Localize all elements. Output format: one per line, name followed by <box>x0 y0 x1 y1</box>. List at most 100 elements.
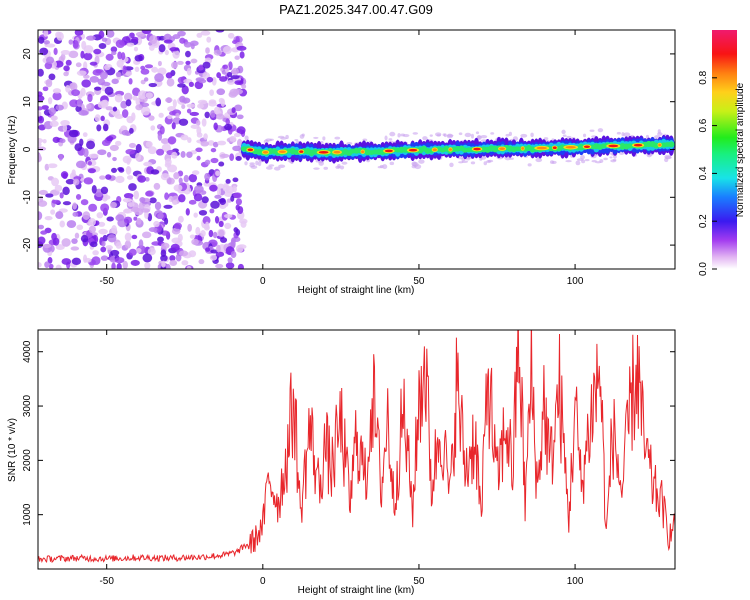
spectrogram-noise-blob <box>196 32 203 38</box>
spectrogram-scatter-blob <box>480 135 488 139</box>
spectrogram-noise-blob <box>106 135 114 142</box>
spectrogram-noise-blob <box>187 137 192 143</box>
spectrogram-peak-blob <box>658 143 662 147</box>
spectrogram-noise-blob <box>225 118 230 126</box>
spectrogram-noise-blob <box>231 67 239 76</box>
spectrogram-noise-blob <box>55 211 64 220</box>
spectrogram-noise-blob <box>143 161 153 167</box>
spectrogram-noise-blob <box>117 51 122 60</box>
spectrogram-noise-blob <box>200 230 206 238</box>
spectrogram-noise-blob <box>209 184 218 192</box>
spectrogram-noise-blob <box>55 264 62 269</box>
spectrogram-noise-blob <box>86 140 96 150</box>
snr-y-ticks: 1000 2000 3000 4000 <box>22 340 675 526</box>
spectrogram-noise-blob <box>71 257 82 266</box>
spectrogram-scatter-blob <box>535 157 543 163</box>
spectrogram-noise-blob <box>63 65 70 72</box>
spectrogram-noise-blob <box>145 141 153 148</box>
spectrogram-noise-blob <box>182 97 191 104</box>
spectrogram-scatter-blob <box>412 132 419 135</box>
spectrogram-noise-blob <box>109 201 117 209</box>
spectrogram-noise-blob <box>38 111 42 117</box>
spectrogram-noise-blob <box>186 151 193 158</box>
spectrogram-noise-blob <box>208 229 214 238</box>
spectrogram-noise-blob <box>230 74 240 80</box>
spectrogram-noise-blob <box>230 239 236 248</box>
spectrogram-noise-blob <box>70 246 80 251</box>
spectrogram-scatter-blob <box>530 132 534 138</box>
spectrogram-noise-blob <box>62 124 68 133</box>
spectrogram-noise-blob <box>237 263 244 269</box>
spectrogram-noise-blob <box>111 78 119 85</box>
spectrogram-noise-blob <box>215 30 225 33</box>
spectrogram-noise-blob <box>97 149 107 156</box>
spectrogram-noise-blob <box>224 123 233 131</box>
spectrogram-noise-blob <box>137 175 146 183</box>
spectrogram-noise-blob <box>234 104 243 112</box>
spectrogram-noise-blob <box>157 236 164 243</box>
spectrogram-noise-blob <box>233 192 242 199</box>
spectrogram-noise-blob <box>137 90 148 100</box>
spectrogram-noise-blob <box>111 225 117 234</box>
spectrogram-noise-blob <box>161 260 166 268</box>
spectrogram-noise-blob <box>47 256 53 264</box>
spectrogram-scatter-blob <box>389 161 395 166</box>
spectrogram-noise-blob <box>80 87 86 97</box>
spectrogram-noise-blob <box>105 30 115 38</box>
spectrogram-scatter-blob <box>268 164 275 167</box>
spectrogram-scatter-blob <box>584 159 590 162</box>
spectrogram-noise-blob <box>140 68 150 75</box>
spectrogram-noise-blob <box>104 86 114 95</box>
spectrogram-noise-blob <box>189 234 196 239</box>
spectrogram-scatter-blob <box>599 159 604 163</box>
spectrogram-noise-blob <box>96 212 104 219</box>
spectrogram-noise-blob <box>134 54 143 62</box>
colorbar-gradient <box>712 30 737 269</box>
spectrogram-noise-blob <box>160 173 170 181</box>
spectrogram-noise-blob <box>76 224 84 231</box>
spectrogram-noise-blob <box>165 263 171 269</box>
spectrogram-noise-blob <box>164 217 169 225</box>
spectrogram-noise-blob <box>150 169 160 175</box>
spectrogram-noise-blob <box>98 43 107 50</box>
spectrogram-scatter-blob <box>446 134 454 138</box>
spectrogram-noise-blob <box>59 138 66 144</box>
spectrogram-noise-blob <box>38 236 46 245</box>
spectrogram-noise-blob <box>114 113 124 119</box>
spectrogram-noise-blob <box>87 168 96 174</box>
spectrogram-noise-blob <box>215 263 224 269</box>
spectrogram-noise-blob <box>134 66 140 73</box>
spectrogram-peak-blob <box>318 151 329 154</box>
spectrogram-noise-blob <box>105 174 112 180</box>
spectrogram-noise-blob <box>217 187 222 196</box>
spectrogram-scatter-blob <box>244 161 248 166</box>
spectrogram-scatter-blob <box>603 157 608 161</box>
spectrogram-peak-blob <box>499 147 506 151</box>
spectrogram-ridge-blob <box>668 141 675 148</box>
spectrogram-scatter-blob <box>443 133 447 138</box>
spectrogram-noise-blob <box>164 49 169 56</box>
spectrogram-noise-blob <box>190 43 195 50</box>
spectrogram-noise-blob <box>163 39 173 44</box>
spectrogram-noise-blob <box>220 237 228 243</box>
y-tick-label: 10 <box>22 96 33 108</box>
spectrogram-noise-blob <box>96 124 102 132</box>
spectrogram-noise-blob <box>215 251 225 257</box>
spectrogram-noise-blob <box>230 250 237 258</box>
spectrogram-noise-blob <box>126 175 134 180</box>
spectrogram-noise-blob <box>216 88 226 96</box>
colorbar-tick-label: 0.6 <box>698 118 709 132</box>
spectrogram-noise-blob <box>181 104 186 110</box>
spectrogram-noise-blob <box>125 148 136 155</box>
spectrogram-noise-blob <box>102 123 109 132</box>
spectrogram-noise-blob <box>65 178 75 185</box>
spectrogram-noise-blob <box>46 56 55 64</box>
spectrogram-noise-blob <box>190 124 200 129</box>
spectrogram-noise-blob <box>81 79 91 88</box>
spectrogram-noise-blob <box>241 84 247 89</box>
spectrogram-noise-blob <box>218 161 225 167</box>
spectrogram-scatter-blob <box>490 132 495 135</box>
spectrogram-scatter-blob <box>273 166 281 171</box>
y-tick-label: 1000 <box>22 503 33 526</box>
spectrogram-noise-blob <box>135 104 143 111</box>
